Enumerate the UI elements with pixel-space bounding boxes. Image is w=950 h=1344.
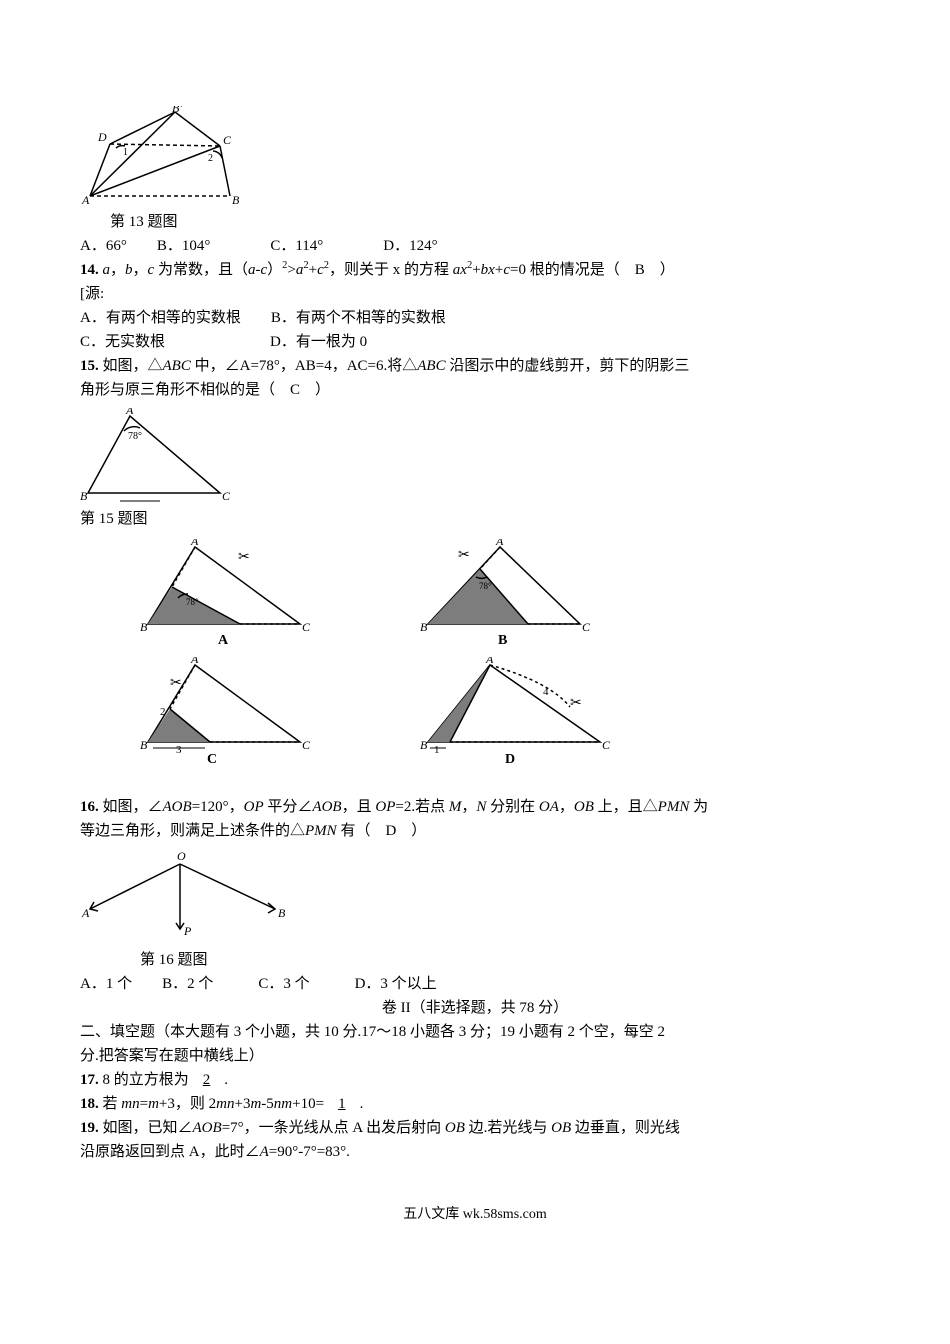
q14-sup4: 2 xyxy=(467,260,472,271)
q15-label-A: A xyxy=(218,633,229,648)
svg-text:A: A xyxy=(190,657,199,666)
q19-line1: 19. 如图，已知∠AOB=7°，一条光线从点 A 出发后射向 OB 边.若光线… xyxy=(80,1116,870,1140)
q13-options: A．66° B．104° C．114° D．124° xyxy=(80,234,870,258)
fig13-label-D: D xyxy=(97,130,107,144)
q15-base-triangle: A B C 78° xyxy=(80,408,870,503)
q14-line1: 14. a，b，c 为常数，且（a-c）2>a2+c2，则关于 x 的方程 ax… xyxy=(80,258,870,282)
q15-line2: 角形与原三角形不相似的是（ C ） xyxy=(80,378,870,402)
q16-options: A．1 个 B．2 个 C．3 个 D．3 个以上 xyxy=(80,972,870,996)
svg-text:✂: ✂ xyxy=(458,548,470,563)
q14-optC: C．无实数根 D．有一根为 0 xyxy=(80,330,870,354)
q18-num: 18. xyxy=(80,1096,99,1112)
fig13-label-C: C xyxy=(223,133,232,147)
q15-option-C: ✂ A B C 2 3 C xyxy=(140,657,310,767)
q16-line1: 16. 如图，∠AOB=120°，OP 平分∠AOB，且 OP=2.若点 M，N… xyxy=(80,795,870,819)
svg-text:B: B xyxy=(420,620,428,634)
svg-text:B: B xyxy=(420,738,428,752)
fig13-label-A: A xyxy=(81,193,90,206)
svg-text:A: A xyxy=(485,657,494,666)
q15-line1: 15. 如图，△ABC 中，∠A=78°，AB=4，AC=6.将△ABC 沿图示… xyxy=(80,354,870,378)
q15-option-A: ✂ A B C 78° A xyxy=(140,539,310,649)
q15-base-angle: 78° xyxy=(128,431,142,442)
q14-num: 14. xyxy=(80,262,99,278)
svg-text:✂: ✂ xyxy=(170,676,182,691)
section2-desc1: 二、填空题（本大题有 3 个小题，共 10 分.17～18 小题各 3 分；19… xyxy=(80,1020,870,1044)
q15-label-B: B xyxy=(498,633,507,648)
q15-base-A: A xyxy=(125,408,134,417)
q15-label-D: D xyxy=(505,752,515,767)
q14-sup3: 2 xyxy=(324,260,329,271)
svg-text:C: C xyxy=(302,620,310,634)
q17: 17. 8 的立方根为2. xyxy=(80,1068,870,1092)
q15-caption: 第 15 题图 xyxy=(80,507,870,531)
q14-src: [源: xyxy=(80,282,870,306)
q14-optA: A．有两个相等的实数根 B．有两个不相等的实数根 xyxy=(80,306,870,330)
svg-text:78°: 78° xyxy=(186,597,199,607)
svg-text:2: 2 xyxy=(160,706,166,718)
svg-text:1: 1 xyxy=(434,744,440,756)
q16-O: O xyxy=(177,849,186,863)
q18-ans: 1 xyxy=(324,1096,360,1112)
section2-desc2: 分.把答案写在题中横线上） xyxy=(80,1044,870,1068)
q15-t1: 如图，△ABC 中，∠A=78°，AB=4，AC=6.将△ABC 沿图示中的虚线… xyxy=(99,358,690,374)
q17-text: 8 的立方根为 xyxy=(99,1072,189,1088)
q16-A: A xyxy=(81,906,90,920)
q17-ans: 2 xyxy=(189,1072,225,1088)
fig13-label-Bp: B' xyxy=(172,106,182,115)
svg-text:✂: ✂ xyxy=(570,696,582,711)
svg-text:3: 3 xyxy=(176,744,182,756)
svg-text:A: A xyxy=(190,539,199,548)
q14-sup1: 2 xyxy=(282,260,287,271)
q15-option-D: ✂ A B C 1 4 D xyxy=(420,657,610,767)
fig13-diagram: A B C D B' 1 2 xyxy=(80,106,870,206)
q16-line2: 等边三角形，则满足上述条件的△PMN 有（ D ） xyxy=(80,819,870,843)
q15-label-C: C xyxy=(207,752,217,767)
svg-text:B: B xyxy=(140,620,148,634)
fig13-angle-1: 1 xyxy=(123,147,128,158)
svg-text:C: C xyxy=(302,738,310,752)
q15-base-B: B xyxy=(80,489,88,503)
fig13-angle-2: 2 xyxy=(208,153,213,164)
q14-sup2: 2 xyxy=(303,260,308,271)
q15-option-B: ✂ A B C 78° B xyxy=(420,539,590,649)
q15-num: 15. xyxy=(80,358,99,374)
svg-text:78°: 78° xyxy=(479,581,492,591)
q16-diagram: O A B P xyxy=(80,849,870,944)
fig13-caption: 第 13 题图 xyxy=(110,210,870,234)
q17-num: 17. xyxy=(80,1072,99,1088)
q16-num: 16. xyxy=(80,799,99,815)
svg-text:✂: ✂ xyxy=(238,550,250,565)
section2-title: 卷 II（非选择题，共 78 分） xyxy=(80,996,870,1020)
svg-text:C: C xyxy=(582,620,590,634)
svg-text:C: C xyxy=(602,738,610,752)
q14-t1: a xyxy=(99,262,110,278)
q16-B: B xyxy=(278,906,286,920)
page-footer: 五八文库 wk.58sms.com xyxy=(80,1204,870,1226)
q19-line2: 沿原路返回到点 A，此时∠A=90°-7°=83°. xyxy=(80,1140,870,1164)
q18: 18. 若 mn=m+3，则 2mn+3m-5nm+10=1. xyxy=(80,1092,870,1116)
fig13-label-B: B xyxy=(232,193,240,206)
svg-text:A: A xyxy=(495,539,504,548)
q16-P: P xyxy=(183,924,192,938)
q19-num: 19. xyxy=(80,1120,99,1136)
svg-text:B: B xyxy=(140,738,148,752)
q15-base-C: C xyxy=(222,489,230,503)
svg-text:4: 4 xyxy=(543,686,549,698)
q16-caption: 第 16 题图 xyxy=(140,948,870,972)
